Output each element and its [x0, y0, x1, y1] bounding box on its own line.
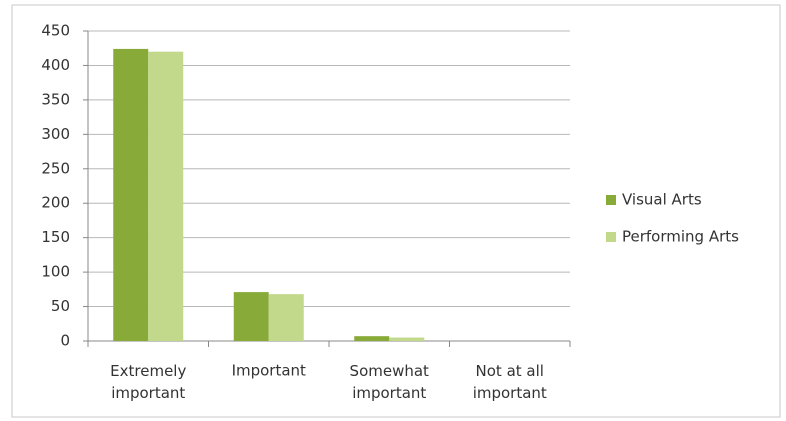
y-tick-label: 100	[41, 263, 70, 281]
bar	[354, 336, 390, 341]
y-tick-label: 150	[41, 228, 70, 246]
y-tick-label: 50	[51, 297, 70, 315]
bar	[389, 337, 425, 341]
legend-label: Visual Arts	[622, 191, 702, 209]
y-tick-label: 250	[41, 159, 70, 177]
x-tick-label: Extremely important	[110, 362, 186, 402]
y-tick-label: 350	[41, 90, 70, 108]
y-tick-label: 450	[41, 22, 70, 40]
y-tick-label: 200	[41, 194, 70, 212]
legend-swatch	[606, 232, 616, 242]
y-tick-label: 300	[41, 125, 70, 143]
x-tick-label: Important	[232, 362, 306, 380]
bar	[113, 48, 149, 342]
x-tick-label: Somewhat important	[350, 362, 430, 402]
y-tick-label: 400	[41, 56, 70, 74]
legend-swatch	[606, 195, 616, 205]
bar	[268, 294, 304, 341]
bar	[148, 51, 184, 342]
legend-label: Performing Arts	[622, 228, 739, 246]
y-tick-label: 0	[60, 332, 70, 350]
bar	[233, 292, 269, 341]
x-tick-label: Not at all important	[473, 362, 547, 402]
